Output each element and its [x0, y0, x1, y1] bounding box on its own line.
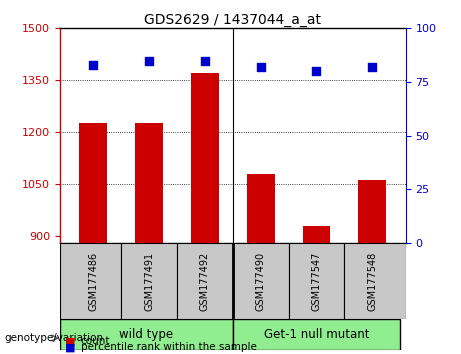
- Text: genotype/variation: genotype/variation: [5, 333, 104, 343]
- Bar: [358, 180, 386, 243]
- Title: GDS2629 / 1437044_a_at: GDS2629 / 1437044_a_at: [144, 13, 321, 27]
- Text: GSM177490: GSM177490: [256, 252, 266, 311]
- Bar: [79, 122, 107, 243]
- Text: GSM177547: GSM177547: [312, 252, 321, 311]
- Text: percentile rank within the sample: percentile rank within the sample: [81, 342, 257, 352]
- Bar: [247, 174, 275, 243]
- Text: ■: ■: [65, 336, 75, 346]
- Text: Get-1 null mutant: Get-1 null mutant: [264, 329, 369, 342]
- Bar: [60, 243, 121, 319]
- Bar: [191, 73, 219, 243]
- Text: GSM177548: GSM177548: [367, 252, 377, 311]
- Bar: [177, 243, 233, 319]
- Text: GSM177492: GSM177492: [200, 252, 210, 311]
- Point: [313, 68, 320, 74]
- Text: GSM177491: GSM177491: [144, 252, 154, 311]
- Point: [146, 58, 153, 63]
- Text: GSM177486: GSM177486: [89, 252, 98, 311]
- Bar: [302, 226, 331, 243]
- Bar: [60, 319, 233, 350]
- Bar: [233, 243, 289, 319]
- Point: [90, 62, 97, 68]
- Text: count: count: [81, 336, 110, 346]
- Bar: [344, 243, 406, 319]
- Point: [257, 64, 264, 70]
- Bar: [233, 319, 400, 350]
- Text: wild type: wild type: [119, 329, 173, 342]
- Text: ■: ■: [65, 342, 75, 352]
- Point: [201, 58, 209, 63]
- Bar: [289, 243, 344, 319]
- Bar: [135, 122, 163, 243]
- Bar: [121, 243, 177, 319]
- Point: [368, 64, 376, 70]
